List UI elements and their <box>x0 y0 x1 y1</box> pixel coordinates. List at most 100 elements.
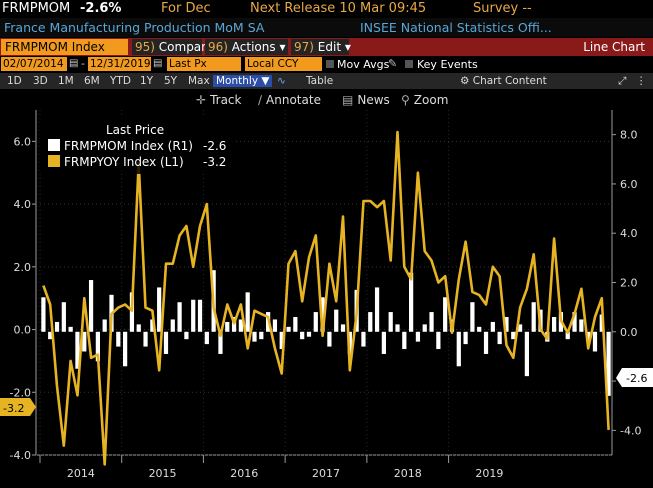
mom-bar <box>163 331 169 354</box>
left-tick-label: 4.0 <box>14 198 32 211</box>
mom-bar <box>606 331 611 396</box>
yoy-line <box>42 130 610 466</box>
right-tick-label: 2.0 <box>620 277 638 290</box>
edit-button[interactable]: 97) Edit ▾ <box>291 39 351 55</box>
annotate-tool[interactable]: ∕ Annotate <box>258 93 321 107</box>
key-events-label: Key Events <box>417 58 478 71</box>
mom-bar <box>592 331 598 352</box>
calendar-icon[interactable]: ▤ <box>153 58 163 69</box>
mom-bar <box>41 297 46 332</box>
line-chart-icon[interactable]: ∿ <box>277 75 286 87</box>
chart-type-label[interactable]: Line Chart <box>583 40 645 54</box>
mom-bar <box>320 297 325 332</box>
expand-icon[interactable]: ⤢ <box>618 75 627 87</box>
news-icon: ▤ <box>342 93 354 107</box>
mom-bar <box>572 312 577 332</box>
start-date-field[interactable]: 02/07/2014 <box>1 57 67 71</box>
news-tool[interactable]: ▤ News <box>342 93 390 107</box>
description-bar: France Manufacturing Production MoM SA I… <box>0 18 653 37</box>
mom-bar <box>272 319 278 332</box>
legend-title: Last Price <box>106 123 164 137</box>
chart-tools-bar: ✛ Track ∕ Annotate ▤ News ⚲ Zoom <box>0 90 653 109</box>
left-axis: 6.0 4.0 2.0 0.0 -2.0 -4.0 <box>10 135 36 462</box>
survey: Survey -- <box>473 1 532 16</box>
mom-bar <box>443 297 448 332</box>
table-button[interactable]: Table <box>306 75 334 87</box>
mom-bar <box>286 326 291 332</box>
left-last-price-tag: -3.2 <box>0 398 36 416</box>
source: INSEE National Statistics Offi... <box>360 20 552 35</box>
menu-icon[interactable]: ⋮ <box>636 75 647 87</box>
period-max[interactable]: Max <box>188 75 210 87</box>
right-tick-label: 0.0 <box>620 326 638 339</box>
mom-bar <box>75 331 80 369</box>
mom-bar <box>54 321 60 332</box>
right-tick-label: 4.0 <box>620 227 638 240</box>
mom-bar <box>313 312 318 332</box>
mom-bar <box>415 331 421 342</box>
mov-avgs-label: Mov Avgs <box>337 58 390 71</box>
mov-avgs-checkbox[interactable] <box>326 60 334 68</box>
left-tick-label: -4.0 <box>10 449 31 462</box>
dropdown-icon: ▼ <box>261 75 270 87</box>
mom-bar <box>368 312 373 332</box>
period-5y[interactable]: 5Y <box>164 75 178 87</box>
period-6m[interactable]: 6M <box>84 75 100 87</box>
frequency-select[interactable]: Monthly ▼ <box>213 75 273 87</box>
mom-bar <box>552 317 557 332</box>
mom-bar <box>436 331 441 350</box>
period-1y[interactable]: 1Y <box>140 75 154 87</box>
mom-bar <box>511 331 516 340</box>
mom-bar <box>204 331 209 345</box>
pencil-icon[interactable]: ✎ <box>388 57 398 70</box>
period-3d[interactable]: 3D <box>33 75 48 87</box>
zoom-tool[interactable]: ⚲ Zoom <box>401 93 449 107</box>
settings-bar: 02/07/2014 ▤ - 12/31/2019 ▤ Last Px Loca… <box>0 56 653 73</box>
period-1m[interactable]: 1M <box>58 75 74 87</box>
track-tool[interactable]: ✛ Track <box>196 93 242 107</box>
period-bar: 1D 3D 1M 6M YTD 1Y 5Y Max Monthly ▼ ∿ Ta… <box>0 73 653 89</box>
yoy-series-line <box>42 130 610 466</box>
x-tick-label: 2019 <box>475 467 503 480</box>
mom-bar <box>340 324 346 332</box>
mom-bar <box>374 287 380 332</box>
toolbar: FRMPMOM Index 95) Compare 96) Actions ▾ … <box>0 38 653 56</box>
mom-bar <box>497 331 502 345</box>
end-date-field[interactable]: 12/31/2019 <box>88 57 151 71</box>
period-1d[interactable]: 1D <box>7 75 22 87</box>
line-chart[interactable]: 6.0 4.0 2.0 0.0 -2.0 -4.0 8.0 6.0 4.0 2.0 0.0 -2.0… <box>0 110 653 488</box>
security-name: France Manufacturing Production MoM SA <box>4 20 265 35</box>
currency-select[interactable]: Local CCY <box>245 57 322 71</box>
mom-bar <box>456 331 461 367</box>
mom-bar <box>102 319 107 332</box>
mom-bar <box>395 324 400 332</box>
mom-bar <box>402 331 407 350</box>
x-tick-label: 2016 <box>230 467 258 480</box>
x-axis: 2014 2015 2016 2017 2018 2019 <box>39 455 503 480</box>
period-ytd[interactable]: YTD <box>110 75 131 87</box>
calendar-icon[interactable]: ▤ <box>69 58 79 69</box>
security-input[interactable]: FRMPMOM Index <box>1 39 128 55</box>
mom-bar <box>184 331 189 340</box>
actions-button[interactable]: 96) Actions ▾ <box>205 39 288 55</box>
mom-bar <box>48 331 53 340</box>
legend-label-yoy: FRMPYOY Index (L1) <box>64 155 184 169</box>
key-events-checkbox[interactable] <box>405 60 413 68</box>
mom-bar <box>218 331 223 354</box>
mom-bar <box>524 331 529 377</box>
change-value: -2.6% <box>80 1 122 16</box>
mom-bar <box>259 331 264 340</box>
mom-bar <box>483 331 489 354</box>
mom-bar <box>68 326 73 332</box>
mom-bar <box>409 272 414 332</box>
left-tick-label: 6.0 <box>14 135 32 148</box>
mom-bar <box>279 331 284 350</box>
chart-content-button[interactable]: ⚙ Chart Content <box>460 75 547 87</box>
compare-button[interactable]: 95) Compare <box>132 39 213 55</box>
right-last-price-tag: -2.6 <box>616 368 653 387</box>
price-field-select[interactable]: Last Px <box>167 57 241 71</box>
mom-bar <box>150 319 155 332</box>
mom-bar <box>143 331 148 347</box>
mom-bar <box>477 326 482 332</box>
period-label: For Dec <box>161 1 211 16</box>
